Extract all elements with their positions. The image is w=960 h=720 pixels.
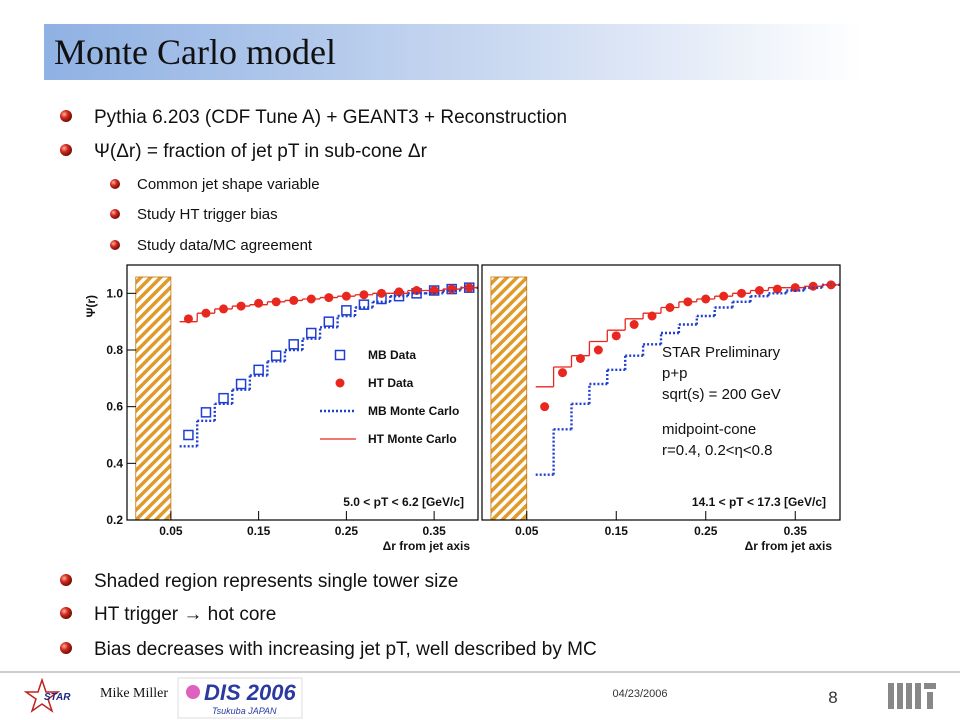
x-tick-label: 0.05 (515, 524, 539, 538)
bullet: Bias decreases with increasing jet pT, w… (94, 639, 597, 660)
data-point (629, 320, 639, 329)
bullet: Pythia 6.203 (CDF Tune A) + GEANT3 + Rec… (94, 107, 567, 128)
sub-bullet: Study HT trigger bias (137, 206, 278, 223)
y-tick-label: 0.4 (106, 456, 123, 470)
annotation: midpoint-cone (662, 421, 756, 438)
bullet-icon (60, 642, 72, 654)
bullet-icon (60, 607, 72, 619)
footer: STAR Mike Miller DIS 2006 Tsukuba JAPAN … (0, 671, 960, 719)
title-band (44, 24, 864, 80)
data-point (394, 287, 404, 297)
star-logo (23, 677, 61, 713)
panel-label: 14.1 < pT < 17.3 [GeV/c] (692, 495, 826, 509)
x-tick-label: 0.35 (784, 524, 808, 538)
annotation: sqrt(s) = 200 GeV (662, 386, 781, 403)
sub-bullet: Study data/MC agreement (137, 237, 313, 254)
data-point (254, 298, 264, 308)
sub-bullet: Common jet shape variable (137, 176, 320, 193)
dis-logo-sub: Tsukuba JAPAN (212, 706, 277, 716)
author: Mike Miller (100, 686, 168, 701)
legend-label: HT Data (368, 376, 414, 390)
x-axis-label: Δr from jet axis (383, 539, 471, 553)
dis-logo-text: DIS 2006 (204, 680, 296, 705)
annotation: p+p (662, 365, 687, 382)
legend-label: HT Monte Carlo (368, 432, 457, 446)
shaded-region (135, 276, 172, 521)
y-tick-label: 0.2 (106, 513, 123, 527)
x-tick-label: 0.15 (247, 524, 271, 538)
y-tick-label: 1.0 (106, 286, 123, 300)
data-point (611, 331, 621, 341)
legend-swatch (334, 349, 346, 361)
plot-frame (481, 264, 841, 521)
annotation: STAR Preliminary (662, 344, 781, 361)
annotation: r=0.4, 0.2<η<0.8 (662, 442, 773, 459)
data-point (772, 284, 782, 294)
page-number: 8 (828, 688, 837, 707)
date: 04/23/2006 (612, 688, 667, 700)
data-point (540, 402, 550, 412)
bullet-icon (110, 240, 120, 250)
bullet: Shaded region represents single tower si… (94, 571, 458, 592)
bullet: Ψ(Δr) = fraction of jet pT in sub-cone Δ… (94, 141, 428, 162)
x-tick-label: 0.25 (694, 524, 718, 538)
legend-label: MB Monte Carlo (368, 404, 459, 418)
legend-swatch (335, 378, 345, 388)
mit-logo (888, 683, 936, 709)
data-point (358, 299, 370, 310)
plot-area (127, 265, 478, 520)
data-point (183, 429, 194, 441)
star-logo-text: STAR (44, 692, 71, 703)
x-axis-label: Δr from jet axis (745, 539, 833, 553)
data-point (200, 407, 212, 418)
x-tick-label: 0.05 (159, 524, 183, 538)
plot-frame (126, 264, 479, 521)
dis-logo (177, 677, 303, 719)
y-axis-label: Ψ(r) (84, 295, 98, 317)
bullet-icon (60, 144, 72, 156)
bullet-icon (110, 179, 120, 189)
bullet-icon (60, 574, 72, 586)
data-point (593, 345, 603, 355)
x-tick-label: 0.35 (422, 524, 446, 538)
x-tick-label: 0.15 (605, 524, 629, 538)
bullet-icon (110, 209, 120, 219)
chart: 0.05 0.15 0.25 0.35 0.2 0.4 0.6 0.8 1.0 Δr from j… (84, 264, 479, 553)
bullet: HT trigger → hot core (94, 604, 276, 625)
title: Monte Carlo model (54, 32, 336, 72)
x-tick-label: 0.25 (335, 524, 359, 538)
legend-label: MB Data (368, 348, 416, 362)
plot-area (482, 265, 840, 520)
panel-label: 5.0 < pT < 6.2 [GeV/c] (343, 495, 464, 509)
data-point (558, 368, 568, 378)
bullets: Pythia 6.203 (CDF Tune A) + GEANT3 + Rec… (60, 107, 597, 660)
y-tick-label: 0.6 (106, 400, 123, 414)
bullet-icon (60, 110, 72, 122)
dis-flower (186, 685, 200, 699)
shaded-region (490, 276, 528, 521)
y-tick-label: 0.8 (106, 343, 123, 357)
